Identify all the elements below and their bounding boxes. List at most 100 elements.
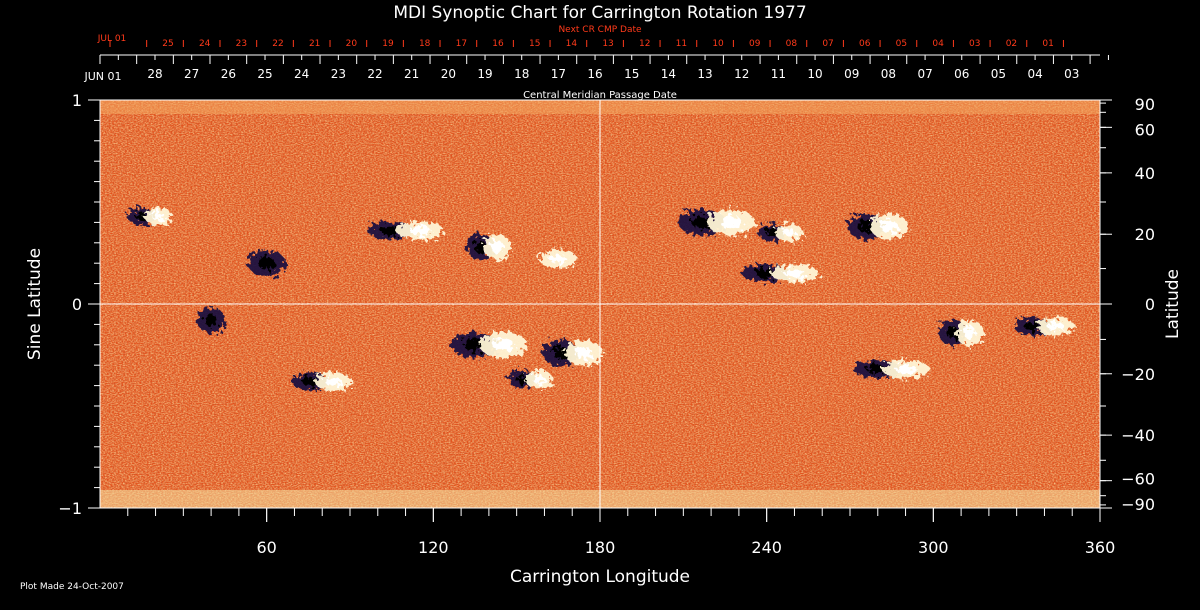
x-tick-label: 60	[256, 538, 276, 557]
next-cr-date-label: 17	[456, 39, 467, 49]
date-label: 07	[917, 67, 932, 81]
negative-core	[691, 215, 714, 229]
date-label: 05	[991, 67, 1006, 81]
y-right-tick-label: −20	[1121, 365, 1155, 384]
negative-core	[474, 240, 487, 254]
date-label: 24	[294, 67, 309, 81]
y-right-tick-label: 60	[1135, 120, 1155, 139]
next-cr-label: Next CR CMP Date	[558, 25, 642, 35]
date-label: 10	[807, 67, 822, 81]
negative-core	[135, 211, 148, 221]
y-right-tick-label: −60	[1121, 470, 1155, 489]
next-cr-date-label: 02	[1006, 39, 1017, 49]
y-left-tick-label: 1	[72, 91, 82, 110]
top-axis-label: Central Meridian Passage Date	[523, 90, 677, 101]
x-tick-label: 180	[585, 538, 616, 557]
next-cr-date-label: 18	[419, 39, 431, 49]
y-right-tick-label: 0	[1145, 295, 1155, 314]
positive-core	[895, 364, 917, 374]
negative-core	[463, 338, 486, 352]
x-tick-label: 240	[751, 538, 782, 557]
negative-core	[258, 256, 276, 270]
negative-core	[765, 228, 779, 238]
y-right-tick-label: 90	[1135, 95, 1155, 114]
next-cr-date-label: 22	[272, 39, 283, 49]
date-label: 20	[441, 67, 456, 81]
next-cr-date-label: 16	[492, 39, 504, 49]
negative-core	[552, 346, 570, 360]
next-cr-date-label: 03	[969, 39, 980, 49]
date-label: 21	[404, 67, 419, 81]
positive-core	[409, 226, 431, 236]
active-region	[450, 331, 528, 358]
x-tick-label: 300	[918, 538, 949, 557]
y-right-tick-label: −90	[1121, 495, 1155, 514]
active-region	[367, 221, 444, 240]
positive-core	[963, 326, 976, 340]
active-region	[541, 339, 603, 366]
negative-core	[755, 268, 777, 278]
negative-core	[1024, 321, 1042, 331]
active-region	[539, 250, 578, 269]
y-right-tick-label: −40	[1121, 426, 1155, 445]
chart-title: MDI Synoptic Chart for Carrington Rotati…	[393, 3, 806, 23]
next-cr-date-label: 14	[566, 39, 578, 49]
positive-core	[782, 228, 796, 238]
active-region	[247, 250, 286, 277]
active-region	[466, 233, 512, 260]
active-region	[291, 372, 353, 391]
positive-core	[152, 211, 165, 221]
negative-core	[515, 374, 529, 384]
positive-core	[784, 268, 806, 278]
y-right-tick-label: 20	[1135, 225, 1155, 244]
next-cr-date-label: 20	[346, 39, 358, 49]
next-cr-date-label: 25	[162, 39, 173, 49]
next-cr-date-label: 10	[712, 39, 724, 49]
active-region	[508, 370, 553, 389]
top-axis-start: JUN 01	[83, 70, 121, 83]
positive-core	[325, 377, 343, 387]
next-cr-date-label: 01	[1042, 39, 1053, 49]
positive-core	[880, 219, 898, 233]
negative-core	[302, 377, 320, 387]
positive-core	[1047, 321, 1065, 331]
next-cr-date-label: 11	[676, 39, 687, 49]
x-axis-label: Carrington Longitude	[510, 567, 690, 587]
date-label: 17	[551, 67, 566, 81]
next-cr-date-label: 04	[932, 39, 944, 49]
date-label: 28	[147, 67, 162, 81]
negative-core	[946, 326, 960, 340]
date-label: 23	[331, 67, 346, 81]
date-label: 14	[661, 67, 676, 81]
date-label: 18	[514, 67, 529, 81]
x-tick-label: 360	[1085, 538, 1116, 557]
date-label: 03	[1064, 67, 1079, 81]
positive-core	[490, 240, 504, 254]
positive-core	[549, 254, 567, 264]
date-label: 16	[587, 67, 602, 81]
y-left-tick-label: 0	[72, 295, 82, 314]
date-label: 26	[221, 67, 236, 81]
y-axis-label-left: Sine Latitude	[25, 248, 45, 360]
active-region	[1014, 317, 1075, 336]
date-label: 22	[367, 67, 382, 81]
active-region	[127, 207, 173, 226]
date-label: 12	[734, 67, 749, 81]
next-cr-date-label: 24	[199, 39, 211, 49]
date-label: 08	[881, 67, 896, 81]
y-axis-label-right: Latitude	[1163, 269, 1183, 339]
y-right-tick-label: 40	[1135, 164, 1155, 183]
next-cr-date-label: 23	[236, 39, 247, 49]
negative-core	[380, 226, 402, 236]
positive-core	[532, 374, 546, 384]
date-label: 11	[771, 67, 786, 81]
date-label: 06	[954, 67, 969, 81]
active-region	[742, 264, 819, 283]
date-label: 19	[477, 67, 492, 81]
next-cr-start: JUL 01	[97, 34, 127, 44]
date-label: 25	[257, 67, 272, 81]
y-left-tick-label: −1	[58, 499, 82, 518]
next-cr-date-label: 06	[859, 39, 871, 49]
next-cr-date-label: 05	[896, 39, 907, 49]
